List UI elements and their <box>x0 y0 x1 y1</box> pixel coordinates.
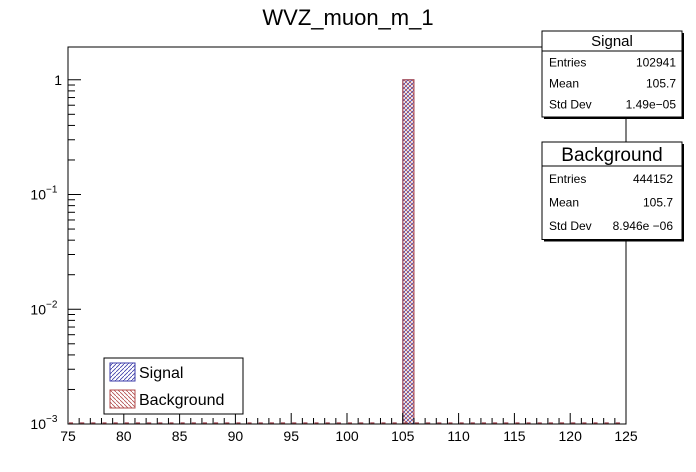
y-tick-exponent: −1 <box>46 185 58 196</box>
stats-box-frame <box>541 30 683 118</box>
legend-swatch-signal <box>109 362 136 382</box>
y-axis-ticks: 10 −310 −210 −11 <box>30 72 81 432</box>
stats-box-frame <box>541 141 683 240</box>
x-tick-label: 115 <box>503 428 526 444</box>
stats-row-value: 105.7 <box>646 77 676 91</box>
stats-row-label: Mean <box>549 77 579 91</box>
stats-row-label: Std Dev <box>549 219 592 233</box>
x-tick-label: 120 <box>559 428 583 444</box>
histogram-bar-background <box>402 79 415 425</box>
y-tick-label: 10 <box>30 301 46 317</box>
x-tick-label: 105 <box>391 428 415 444</box>
stats-row-value: 105.7 <box>643 195 673 209</box>
stats-row-label: Entries <box>549 172 586 186</box>
x-tick-label: 100 <box>335 428 359 444</box>
x-tick-label: 125 <box>614 428 638 444</box>
x-tick-label: 80 <box>116 428 132 444</box>
x-tick-label: 95 <box>283 428 299 444</box>
y-tick-label: 10 <box>30 187 46 203</box>
legend-label-signal: Signal <box>139 365 183 382</box>
stats-box-signal: Signal Entries 102941 Mean 105.7 Std Dev 1.49e… <box>541 30 684 119</box>
stats-row-label: Std Dev <box>549 98 592 112</box>
stats-row-label: Mean <box>549 195 579 209</box>
stats-boxes: Signal Entries 102941 Mean 105.7 Std Dev 1.49e… <box>541 30 684 242</box>
y-tick-label: 10 <box>30 416 46 432</box>
x-tick-label: 90 <box>228 428 244 444</box>
legend-swatch-background <box>109 389 136 409</box>
legend-label-background: Background <box>139 392 224 409</box>
stats-row-value: 8.946e −06 <box>613 219 674 233</box>
y-tick-label: 1 <box>54 72 62 88</box>
y-tick-exponent: −3 <box>46 414 58 425</box>
stats-row-value: 102941 <box>636 56 676 70</box>
x-tick-label: 75 <box>60 428 76 444</box>
stats-box-background: Background Entries 444152 Mean 105.7 Std Dev 8… <box>541 141 684 242</box>
stats-box-title: Signal <box>591 33 633 50</box>
x-tick-label: 110 <box>447 428 470 444</box>
x-axis-ticks: 75 80 85 90 95 100 105 110 115 120 125 <box>60 413 638 444</box>
stats-box-title: Background <box>561 145 662 166</box>
stats-row-label: Entries <box>549 56 586 70</box>
y-tick-exponent: −2 <box>46 299 58 310</box>
stats-row-value: 1.49e−05 <box>626 98 677 112</box>
legend: Signal Background <box>103 357 244 415</box>
chart-title: WVZ_muon_m_1 <box>262 5 433 30</box>
x-tick-label: 85 <box>172 428 188 444</box>
stats-row-value: 444152 <box>633 172 673 186</box>
